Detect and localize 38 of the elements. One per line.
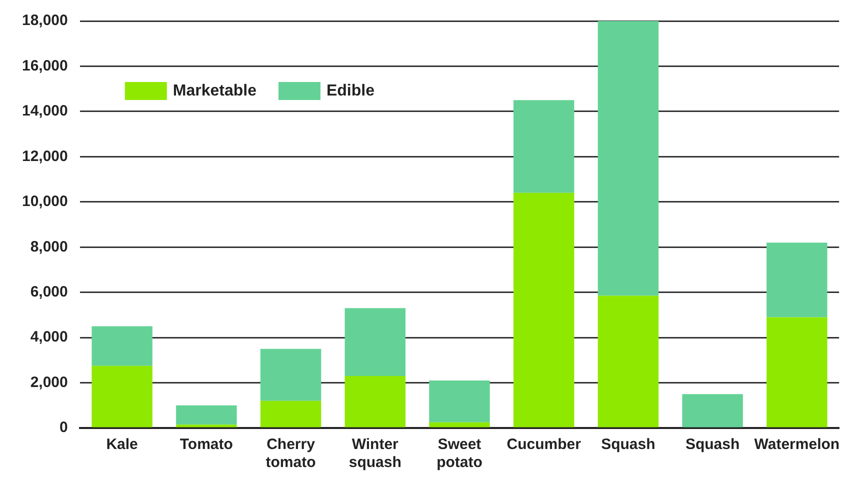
bar: [429, 380, 490, 422]
x-tick-label: Watermelon: [754, 436, 840, 454]
x-tick-label: Squash: [685, 436, 740, 454]
bar: [598, 21, 659, 296]
y-tick-label: 8,000: [30, 238, 68, 256]
x-tick-label: Kale: [106, 436, 138, 454]
bar: [260, 400, 322, 428]
bar: [766, 242, 828, 318]
y-tick-label: 16,000: [22, 57, 68, 74]
bar: [766, 317, 828, 428]
bar: [344, 308, 406, 376]
x-tick-label: Winter squash: [348, 436, 402, 472]
bar: [176, 405, 237, 425]
x-tick-label: Sweet potato: [436, 436, 482, 472]
bar: [598, 296, 659, 428]
bar: [429, 422, 490, 428]
legend-label: Marketable: [172, 82, 257, 100]
bar: [682, 394, 743, 428]
x-tick-label: Cherry tomato: [266, 436, 316, 472]
y-tick-label: 4,000: [30, 328, 68, 346]
bar: [176, 424, 237, 428]
bar: [344, 376, 406, 428]
x-tick-label: Tomato: [180, 436, 233, 454]
bar: [92, 326, 152, 366]
x-tick-label: Cucumber: [506, 436, 582, 454]
bar: [513, 192, 574, 428]
bar: [513, 100, 574, 193]
bar: [92, 366, 152, 428]
y-tick-label: 14,000: [22, 102, 68, 120]
y-tick-label: 18,000: [22, 12, 68, 30]
y-tick-label: 2,000: [30, 374, 68, 391]
y-tick-label: 0: [60, 419, 68, 436]
y-tick-label: 10,000: [22, 193, 68, 210]
y-tick-label: 6,000: [30, 283, 68, 300]
x-tick-label: Squash: [601, 436, 656, 454]
y-tick-label: 12,000: [22, 148, 68, 165]
legend-label: Edible: [326, 82, 375, 100]
bar: [260, 348, 322, 401]
